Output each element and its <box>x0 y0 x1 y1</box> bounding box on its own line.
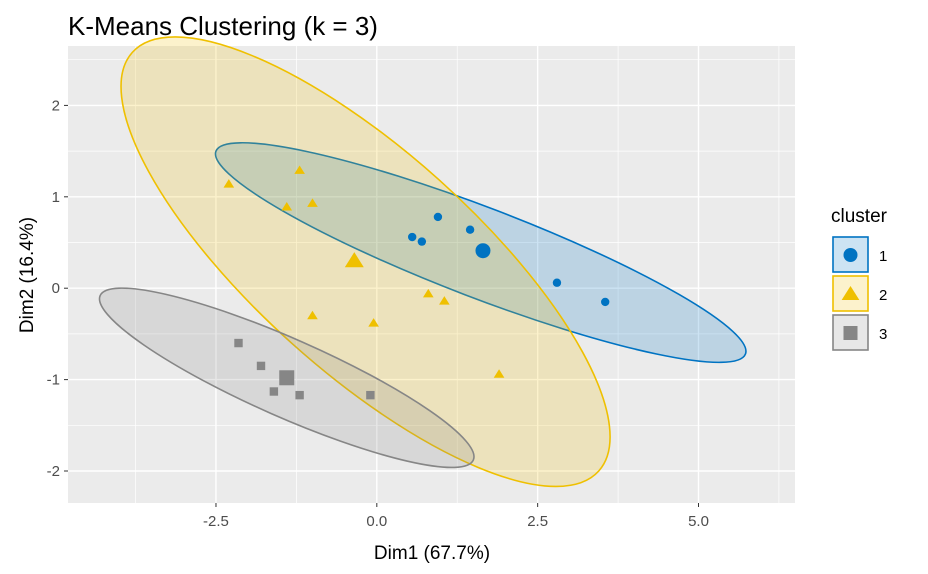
cluster-points <box>223 165 610 400</box>
y-axis-title: Dim2 (16.4%) <box>17 217 38 333</box>
cluster-1-point <box>417 237 427 246</box>
x-tick-label: 0.0 <box>366 513 387 530</box>
x-axis-title: Dim1 (67.7%) <box>374 543 490 564</box>
legend-label-3: 3 <box>879 326 887 343</box>
cluster-1-point <box>407 232 417 242</box>
legend-label-1: 1 <box>879 248 887 265</box>
cluster-2-point <box>294 165 305 174</box>
x-tick-label: -2.5 <box>203 513 229 530</box>
x-tick-label: 2.5 <box>527 513 548 530</box>
y-tick-label: -1 <box>47 372 60 389</box>
cluster-2-point <box>307 310 318 320</box>
chart-title: K-Means Clustering (k = 3) <box>68 11 378 41</box>
legend: cluster 1 2 3 <box>831 206 888 351</box>
cluster-2-centroid <box>344 252 364 268</box>
x-axis-ticks: -2.5 0.0 2.5 5.0 <box>203 503 709 530</box>
cluster-1-centroid <box>475 243 491 259</box>
cluster-3-point <box>366 390 375 400</box>
y-axis-ticks: -2 -1 0 1 2 <box>47 97 68 480</box>
cluster-3-point <box>269 387 279 396</box>
cluster-1-point <box>433 212 443 222</box>
grid-major <box>68 46 795 503</box>
y-tick-label: -2 <box>47 463 60 480</box>
y-tick-label: 1 <box>52 189 60 206</box>
cluster-2-point <box>223 179 235 188</box>
cluster-1-point <box>465 225 475 234</box>
cluster-3-point <box>295 390 304 400</box>
legend-symbol-2 <box>841 285 860 301</box>
cluster-2-point <box>439 296 450 305</box>
cluster-2-point <box>307 198 318 207</box>
cluster-2-point <box>422 288 434 298</box>
cluster-1-point <box>552 278 562 287</box>
y-tick-label: 2 <box>52 97 60 114</box>
plot-panel <box>68 46 795 503</box>
legend-symbol-3 <box>843 326 858 340</box>
cluster-3-point <box>256 361 266 371</box>
legend-key-3 <box>832 314 869 351</box>
cluster-2-point <box>493 369 505 378</box>
cluster-1-point <box>601 297 610 307</box>
cluster-2-ellipse <box>120 36 611 488</box>
grid-minor <box>68 46 795 503</box>
cluster-2-point <box>368 318 379 327</box>
cluster-3-point <box>234 338 243 348</box>
cluster-2-point <box>281 202 293 211</box>
legend-title: cluster <box>831 206 888 227</box>
legend-symbol-1 <box>843 248 858 262</box>
y-tick-label: 0 <box>52 280 60 297</box>
cluster-3-centroid <box>279 370 295 386</box>
x-tick-label: 5.0 <box>688 513 709 530</box>
legend-label-2: 2 <box>879 287 887 304</box>
